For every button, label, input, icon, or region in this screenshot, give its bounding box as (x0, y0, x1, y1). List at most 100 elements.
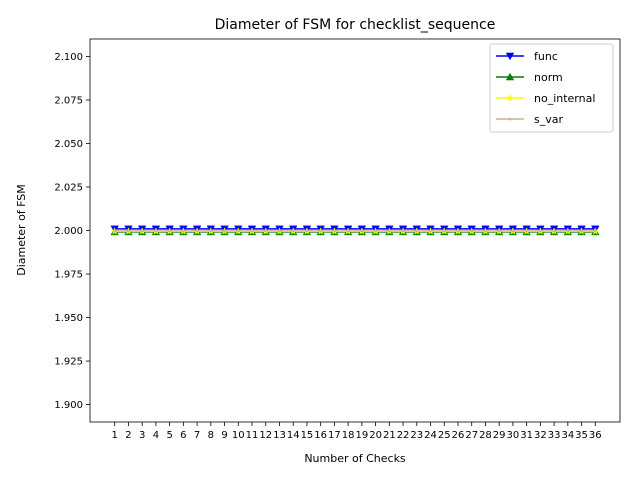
x-tick-label: 26 (452, 430, 465, 441)
data-point (505, 72, 515, 81)
y-axis-label: Diameter of FSM (15, 184, 28, 276)
x-tick-label: 27 (465, 430, 478, 441)
x-tick-label: 25 (438, 430, 451, 441)
x-tick-label: 23 (410, 430, 423, 441)
data-point (264, 229, 268, 233)
x-tick-label: 10 (232, 430, 245, 441)
data-point (484, 229, 487, 233)
y-tick-label: 2.000 (54, 226, 83, 237)
x-tick-label: 16 (314, 430, 327, 441)
y-tick-label: 1.925 (54, 357, 83, 368)
data-point (525, 229, 529, 233)
series-s_var (113, 229, 597, 233)
x-tick-label: 8 (208, 430, 214, 441)
data-point (506, 94, 514, 102)
data-point (181, 229, 185, 233)
data-point (374, 229, 378, 233)
x-tick-label: 34 (561, 430, 574, 441)
data-point (332, 229, 336, 233)
data-point (113, 229, 117, 233)
x-tick-label: 32 (534, 430, 547, 441)
data-point (195, 229, 199, 233)
legend-label: func (534, 50, 558, 63)
plot-area: 1.900 1.925 1.950 1.975 2.000 2.025 2.050 2.075… (54, 38, 621, 441)
y-tick-label: 2.100 (54, 52, 83, 63)
data-point (127, 229, 130, 233)
data-point (154, 229, 158, 233)
data-point (415, 229, 419, 233)
x-tick-label: 6 (180, 430, 186, 441)
data-point (497, 229, 501, 233)
legend-item-norm: norm (496, 71, 563, 84)
x-tick-label: 9 (221, 430, 227, 441)
data-point (552, 229, 556, 233)
x-tick-label: 30 (507, 430, 520, 441)
legend-label: no_internal (534, 92, 595, 105)
data-point (511, 229, 515, 233)
x-tick-label: 11 (246, 430, 259, 441)
data-point (360, 229, 364, 233)
legend: func norm no_internal s_var (489, 43, 614, 133)
x-tick-label: 36 (589, 430, 602, 441)
legend-label: s_var (534, 113, 563, 126)
y-tick-label: 1.975 (54, 270, 83, 281)
x-tick-label: 20 (369, 430, 382, 441)
y-tick-label: 1.900 (54, 400, 83, 411)
data-point (456, 229, 460, 233)
data-point (442, 229, 446, 233)
x-tick-label: 35 (575, 430, 588, 441)
data-point (346, 229, 350, 233)
data-point (236, 229, 240, 233)
data-point (209, 229, 213, 233)
legend-item-func: func (496, 50, 558, 63)
data-point (505, 52, 515, 61)
y-tick-label: 2.025 (54, 182, 83, 193)
data-point (291, 229, 295, 233)
y-tick-label: 2.075 (54, 95, 83, 106)
legend-box (489, 43, 614, 133)
data-point (593, 229, 597, 233)
x-tick-label: 2 (125, 430, 131, 441)
data-point (319, 229, 323, 233)
data-point (387, 229, 391, 233)
data-point (429, 229, 432, 233)
legend-label: norm (534, 71, 563, 84)
legend-item-s_var: s_var (496, 113, 563, 126)
data-point (508, 117, 512, 121)
x-tick-label: 21 (383, 430, 396, 441)
x-tick-label: 31 (520, 430, 533, 441)
data-point (580, 229, 583, 233)
axes-frame (89, 38, 621, 423)
x-tick-label: 12 (259, 430, 272, 441)
chart-title: Diameter of FSM for checklist_sequence (215, 17, 496, 33)
data-point (278, 229, 281, 233)
x-tick-label: 18 (342, 430, 355, 441)
data-point (223, 229, 226, 233)
x-axis-label: Number of Checks (304, 452, 406, 465)
x-tick-label: 5 (166, 430, 172, 441)
data-point (140, 229, 144, 233)
x-tick-label: 13 (273, 430, 286, 441)
data-point (538, 229, 542, 233)
x-tick-label: 1 (112, 430, 118, 441)
y-tick-label: 2.050 (54, 139, 83, 150)
x-tick-label: 33 (548, 430, 561, 441)
x-tick-label: 7 (194, 430, 200, 441)
x-tick-label: 24 (424, 430, 437, 441)
x-tick-label: 28 (479, 430, 492, 441)
legend-item-no_internal: no_internal (496, 92, 595, 105)
data-point (470, 229, 474, 233)
data-point (566, 229, 570, 233)
data-point (305, 229, 309, 233)
x-tick-label: 15 (301, 430, 314, 441)
data-point (168, 229, 172, 233)
x-tick-label: 17 (328, 430, 341, 441)
y-tick-label: 1.950 (54, 313, 83, 324)
x-tick-label: 19 (355, 430, 368, 441)
data-point (401, 229, 405, 233)
data-point (250, 229, 254, 233)
x-tick-label: 4 (153, 430, 159, 441)
x-tick-label: 3 (139, 430, 145, 441)
x-tick-label: 29 (493, 430, 506, 441)
